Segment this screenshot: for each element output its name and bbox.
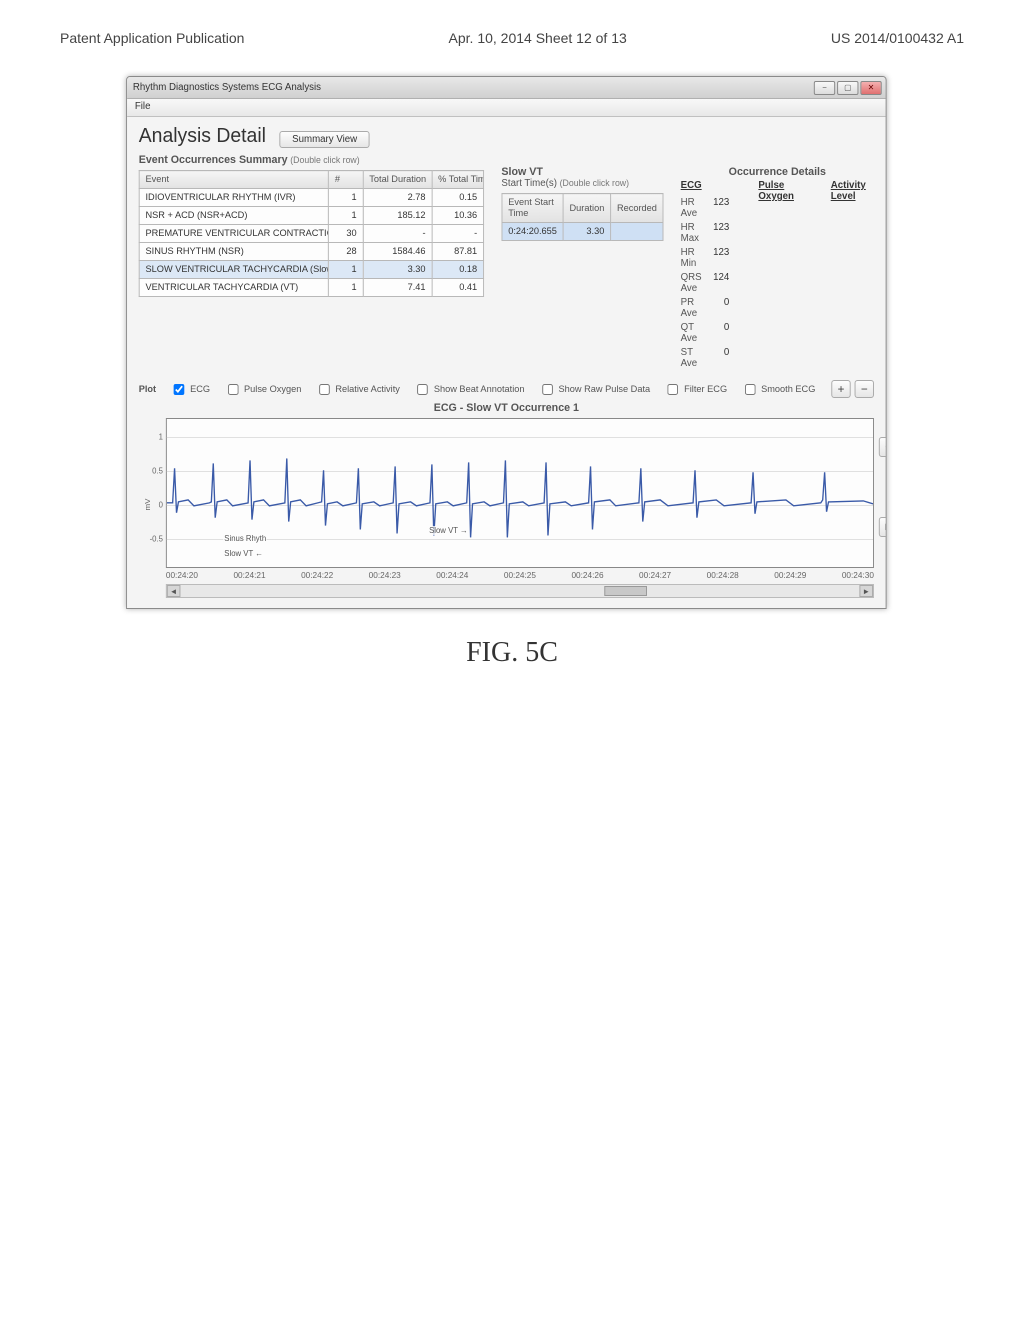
- occ-col-start[interactable]: Event Start Time: [502, 194, 563, 223]
- scroll-right[interactable]: ►: [859, 585, 873, 597]
- details-title: Occurrence Details: [681, 166, 874, 178]
- plot-title: ECG - Slow VT Occurrence 1: [139, 402, 874, 414]
- ecg-metric-row: QRS Ave124: [681, 270, 730, 295]
- menubar: File: [127, 99, 886, 117]
- page-title: Analysis Detail: [139, 125, 266, 148]
- plot-y-axis: 1 0.5 0 -0.5 mV: [142, 419, 165, 567]
- table-row[interactable]: NSR + ACD (NSR+ACD)1185.1210.36: [139, 207, 483, 225]
- summary-table: Event # Total Duration % Total Time IDIO…: [139, 170, 484, 297]
- details-activity-header: Activity Level: [831, 180, 874, 206]
- table-row[interactable]: SLOW VENTRICULAR TACHYCARDIA (Slow VT)13…: [139, 261, 483, 279]
- cb-ecg[interactable]: ECG: [170, 381, 210, 398]
- minimize-button[interactable]: −: [814, 81, 835, 95]
- col-event[interactable]: Event: [139, 171, 328, 189]
- cb-activity[interactable]: Relative Activity: [315, 381, 400, 398]
- occ-dur: 3.30: [563, 223, 610, 241]
- scroll-thumb[interactable]: [605, 586, 647, 596]
- table-row[interactable]: VENTRICULAR TACHYCARDIA (VT)17.410.41: [139, 279, 483, 297]
- plot-prev-button[interactable]: ◄: [879, 437, 887, 457]
- cb-beat-annot[interactable]: Show Beat Annotation: [413, 381, 524, 398]
- plot-x-axis: 00:24:2000:24:2100:24:2200:24:2300:24:24…: [166, 570, 874, 580]
- zoom-in-button[interactable]: +: [831, 380, 850, 398]
- col-count[interactable]: #: [329, 171, 363, 189]
- selected-title: Slow VT: [501, 166, 542, 178]
- occ-col-rec[interactable]: Recorded: [611, 194, 664, 223]
- menu-file[interactable]: File: [135, 101, 151, 112]
- plot-label: Plot: [139, 384, 156, 395]
- ecg-metric-row: HR Max123: [681, 220, 730, 245]
- plot-next-button[interactable]: ►: [879, 517, 887, 537]
- selected-col1: Start Time(s): [501, 178, 557, 189]
- occ-rec: [611, 223, 664, 241]
- date-sheet: Apr. 10, 2014 Sheet 12 of 13: [449, 30, 627, 46]
- pub-number: US 2014/0100432 A1: [831, 30, 964, 46]
- ecg-plot[interactable]: 1 0.5 0 -0.5 mV Sinus Rhyth Slow VT ← Sl…: [166, 418, 874, 568]
- maximize-button[interactable]: ▢: [837, 81, 858, 95]
- ecg-waveform: [167, 419, 873, 567]
- ecg-metric-row: HR Ave123: [681, 195, 730, 220]
- table-row[interactable]: IDIOVENTRICULAR RHYTHM (IVR)12.780.15: [139, 189, 483, 207]
- scroll-left[interactable]: ◄: [167, 585, 181, 597]
- summary-view-button[interactable]: Summary View: [280, 131, 370, 148]
- zoom-out-button[interactable]: −: [855, 380, 874, 398]
- cb-filter[interactable]: Filter ECG: [664, 381, 727, 398]
- occ-col-dur[interactable]: Duration: [563, 194, 610, 223]
- patent-page-header: Patent Application Publication Apr. 10, …: [0, 0, 1024, 56]
- table-row[interactable]: SINUS RHYTHM (NSR)281584.4687.81: [139, 243, 483, 261]
- window-title: Rhythm Diagnostics Systems ECG Analysis: [133, 82, 321, 93]
- y-axis-label: mV: [143, 479, 152, 511]
- ecg-metric-row: QT Ave0: [681, 320, 730, 345]
- ecg-metric-row: PR Ave0: [681, 295, 730, 320]
- titlebar[interactable]: Rhythm Diagnostics Systems ECG Analysis …: [127, 77, 886, 99]
- cb-pulse[interactable]: Pulse Oxygen: [224, 381, 302, 398]
- figure-label: FIG. 5C: [0, 637, 1024, 669]
- summary-group-title: Event Occurrences Summary: [139, 154, 288, 166]
- selected-hint: (Double click row): [560, 178, 629, 188]
- cb-smooth[interactable]: Smooth ECG: [741, 381, 816, 398]
- close-button[interactable]: ✕: [860, 81, 881, 95]
- occ-row[interactable]: 0:24:20.655 3.30: [502, 223, 663, 241]
- occurrence-table: Event Start Time Duration Recorded 0:24:…: [501, 193, 663, 241]
- details-pulse-header: Pulse Oxygen: [758, 180, 801, 206]
- col-pct[interactable]: % Total Time: [432, 171, 484, 189]
- occ-start: 0:24:20.655: [502, 223, 563, 241]
- pub-label: Patent Application Publication: [60, 30, 244, 46]
- plot-scrollbar[interactable]: ◄ ►: [166, 584, 874, 598]
- app-window: Rhythm Diagnostics Systems ECG Analysis …: [126, 76, 886, 609]
- col-dur[interactable]: Total Duration: [363, 171, 432, 189]
- plot-controls: Plot ECG Pulse Oxygen Relative Activity …: [139, 380, 874, 398]
- cb-raw-pulse[interactable]: Show Raw Pulse Data: [538, 381, 650, 398]
- ecg-metric-row: HR Min123: [681, 245, 730, 270]
- ecg-metric-row: ST Ave0: [681, 345, 730, 370]
- table-row[interactable]: PREMATURE VENTRICULAR CONTRACTION (PVC)3…: [139, 225, 483, 243]
- details-ecg-header: ECG: [681, 180, 730, 195]
- summary-group-hint: (Double click row): [290, 155, 359, 165]
